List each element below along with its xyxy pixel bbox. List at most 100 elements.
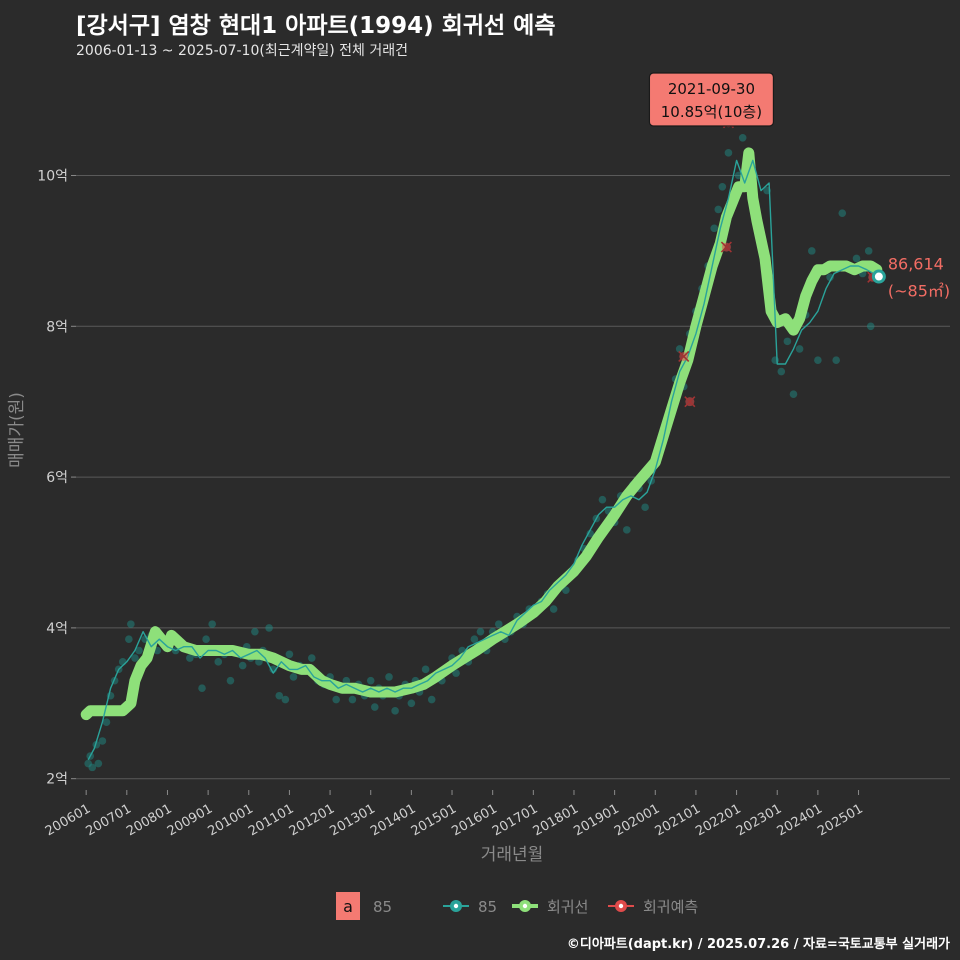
trade-point	[135, 646, 143, 655]
legend-item: 85	[443, 898, 497, 916]
trade-point	[710, 224, 719, 233]
legend-area-key-text: a	[343, 897, 353, 916]
annotation-box	[648, 72, 775, 127]
trade-point	[789, 390, 798, 398]
trade-point	[641, 503, 649, 512]
x-tick-label: 202501	[815, 801, 865, 839]
trade-point	[226, 676, 235, 685]
legend-item: 회귀선	[512, 898, 588, 916]
legend-area-key	[336, 892, 360, 920]
trade-point	[275, 691, 284, 700]
x-tick-label: 202301	[734, 801, 784, 839]
x-tick-label: 201501	[409, 801, 459, 839]
trade-point	[807, 247, 816, 255]
trade-point	[476, 627, 485, 636]
trade-point	[208, 620, 216, 628]
trade-point	[675, 345, 684, 353]
trade-point	[777, 367, 786, 376]
trade-point	[127, 620, 135, 628]
trade-point	[289, 673, 298, 681]
trade-point	[391, 707, 399, 715]
x-axis-ticks: 2006012007012008012009012010012011012012…	[43, 790, 866, 839]
trade-point	[724, 149, 733, 157]
legend-swatch-center	[618, 903, 624, 909]
trade-point	[852, 254, 861, 263]
chart-subtitle: 2006-01-13 ~ 2025-07-10(최근계약일) 전체 거래건	[76, 43, 408, 59]
trade-point	[251, 627, 259, 636]
trade-point	[549, 605, 558, 613]
trade-point	[783, 337, 792, 346]
y-tick-label: 4억	[46, 621, 68, 637]
regression-line	[80, 147, 883, 721]
legend-item-label: 회귀선	[547, 898, 588, 916]
x-tick-label: 201901	[571, 801, 621, 839]
x-tick-label: 201601	[449, 801, 499, 839]
trade-point	[131, 654, 139, 662]
annotations: 2021-09-30 10.85억(10층) 86,614 (~85㎡)	[648, 72, 950, 301]
trade-point	[102, 718, 111, 726]
legend-item-label: 회귀예측	[643, 898, 698, 916]
trade-point	[832, 356, 840, 365]
last-point-area: (~85㎡)	[888, 282, 950, 301]
trade-point	[186, 654, 194, 662]
trade-point	[307, 654, 316, 662]
trade-point	[407, 699, 416, 708]
trade-point	[385, 673, 393, 681]
x-tick-label: 200801	[124, 801, 174, 839]
trade-point	[562, 586, 570, 594]
trade-point	[586, 529, 595, 538]
x-tick-label: 201801	[531, 801, 581, 839]
trade-point	[285, 650, 294, 659]
legend-swatch-center	[522, 903, 528, 909]
trade-point	[826, 273, 834, 282]
x-tick-label: 202201	[693, 801, 743, 839]
trade-point	[94, 759, 103, 768]
trade-point	[771, 356, 779, 365]
trade-point	[198, 684, 206, 693]
trade-point	[598, 495, 607, 504]
trade-point	[88, 763, 97, 772]
legend-swatch-center	[453, 903, 459, 909]
chart-title: [강서구] 염창 현대1 아파트(1994) 회귀선 예측	[76, 13, 556, 39]
x-tick-label: 200901	[165, 801, 215, 839]
trade-point	[202, 635, 210, 643]
legend-item-label: 85	[478, 898, 497, 916]
price-chart: 2억 4억 6억 8억 10억 2006012007012008012009012010…	[7, 72, 950, 920]
trade-point	[838, 209, 847, 217]
last-point-value: 86,614	[888, 255, 944, 274]
trade-point	[370, 703, 379, 711]
legend: a 85 85 회귀선 회귀예측	[336, 892, 698, 920]
trade-point	[470, 635, 479, 643]
trade-point	[795, 345, 804, 353]
trade-point	[494, 620, 503, 628]
trade-point	[125, 635, 133, 643]
y-axis-ticks: 2억 4억 6억 8억 10억	[37, 168, 76, 788]
trade-point	[866, 322, 875, 331]
trade-point	[332, 695, 340, 704]
x-tick-label: 202001	[612, 801, 662, 839]
trade-point	[718, 182, 727, 191]
footer-credit: ©디아파트(dapt.kr) / 2025.07.26 / 자료=국토교통부 실…	[566, 937, 950, 952]
x-tick-label: 201401	[368, 801, 418, 839]
trade-point	[421, 665, 430, 674]
x-tick-label: 201101	[246, 801, 296, 839]
trade-point	[714, 205, 723, 214]
prediction-marker	[684, 396, 696, 408]
x-tick-label: 202101	[653, 801, 703, 839]
trade-point	[348, 695, 357, 704]
y-tick-label: 2억	[46, 772, 68, 788]
trade-point	[214, 658, 223, 666]
x-tick-label: 201701	[490, 801, 540, 839]
prediction-cross	[678, 350, 690, 363]
trade-point	[98, 737, 107, 745]
prediction-marker	[678, 350, 690, 363]
trade-point	[623, 526, 631, 534]
y-tick-label: 8억	[46, 319, 68, 335]
trade-point	[281, 695, 290, 704]
trade-point	[864, 247, 873, 255]
x-tick-label: 201301	[327, 801, 377, 839]
trade-point	[238, 661, 247, 670]
x-tick-label: 202401	[775, 801, 825, 839]
prediction-cross	[720, 241, 732, 253]
x-tick-label: 200601	[43, 801, 93, 839]
